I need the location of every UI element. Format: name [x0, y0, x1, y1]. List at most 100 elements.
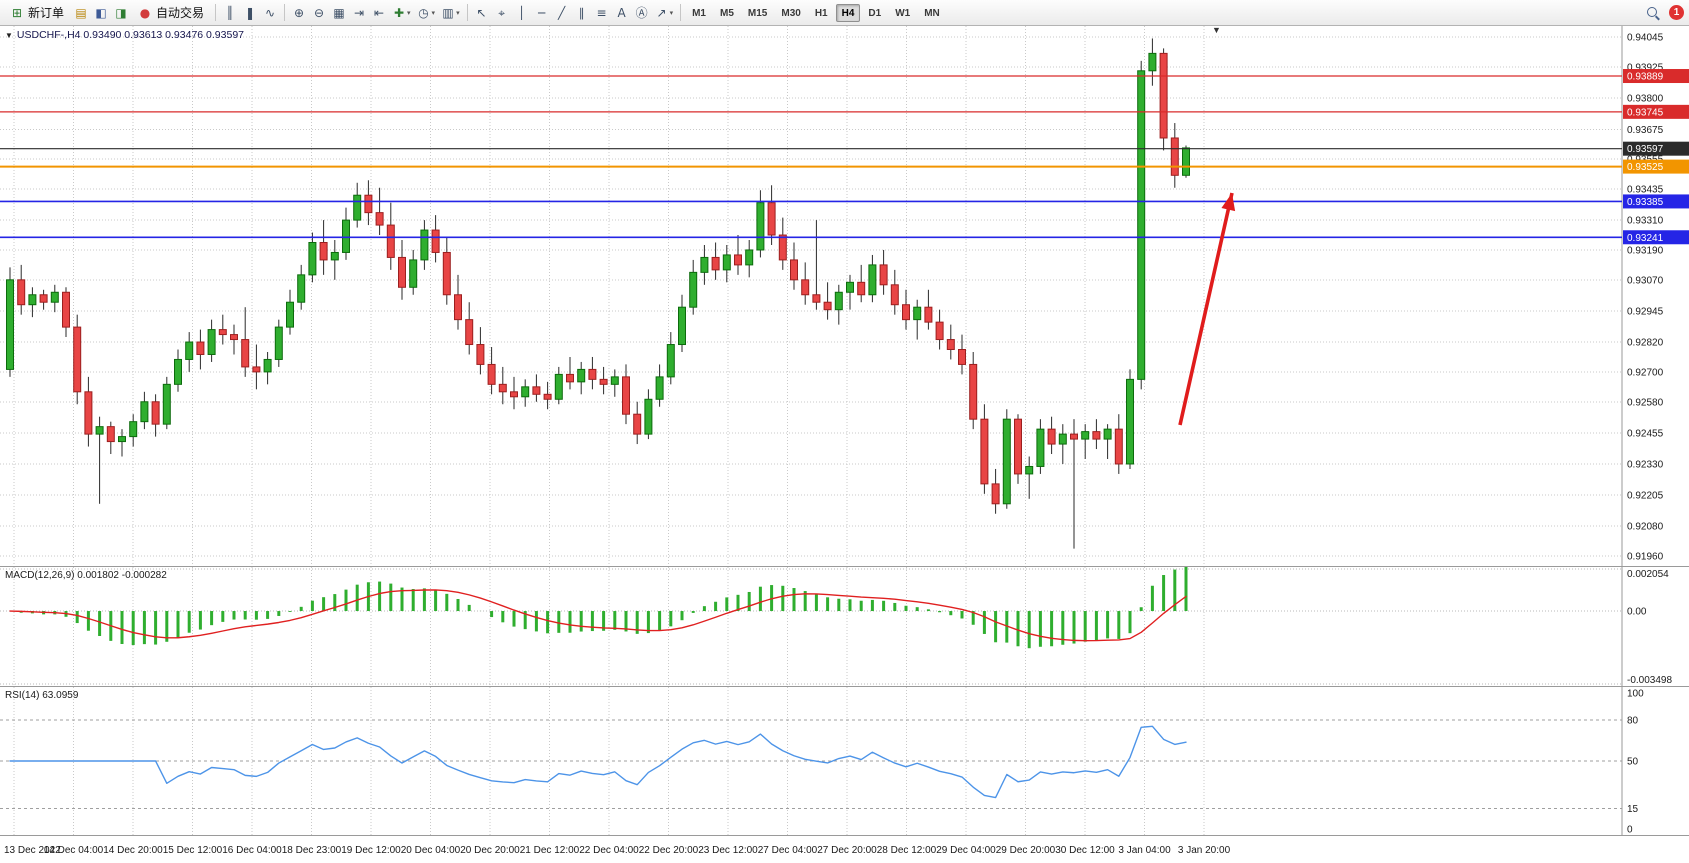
tile-windows-icon[interactable]: ▦ — [329, 3, 349, 23]
period-icon[interactable]: ◷ ▾ — [414, 3, 439, 23]
period-icon: ◷ — [418, 5, 429, 20]
horizontal-line-icon[interactable]: ─ — [532, 3, 552, 23]
svg-text:21 Dec 12:00: 21 Dec 12:00 — [520, 845, 580, 856]
autotrading-button-label: 自动交易 — [156, 6, 205, 20]
bar-chart-icon: ║ — [226, 5, 234, 20]
price-badge: 0.93597 — [1623, 141, 1689, 156]
new-chart-icon: ✚ — [394, 5, 405, 20]
market-watch-icon[interactable]: ▤ — [71, 3, 91, 23]
svg-text:0.92455: 0.92455 — [1627, 428, 1664, 439]
price-badge: 0.93889 — [1623, 69, 1689, 84]
price-chart-panel[interactable]: 0.940450.939250.938000.936750.935550.934… — [0, 26, 1689, 567]
svg-text:20 Dec 20:00: 20 Dec 20:00 — [460, 845, 520, 856]
svg-text:0.92820: 0.92820 — [1627, 338, 1664, 349]
auto-scroll-icon[interactable]: ⇥ — [349, 3, 369, 23]
macd-panel[interactable]: 0.002054 0.00 -0.003498 MACD(12,26,9) 0.00… — [0, 567, 1689, 687]
terminal-icon[interactable]: ◨ — [111, 3, 131, 23]
text-icon: A — [617, 5, 626, 20]
svg-text:0.00: 0.00 — [1627, 607, 1647, 618]
macd-histogram — [19, 567, 1188, 649]
svg-text:20 Dec 04:00: 20 Dec 04:00 — [401, 845, 461, 856]
timeframe-h1[interactable]: H1 — [814, 7, 828, 19]
timeframe-mn[interactable]: MN — [924, 7, 940, 19]
price-badge: 0.93745 — [1623, 104, 1689, 119]
svg-text:29 Dec 20:00: 29 Dec 20:00 — [996, 845, 1056, 856]
new-order-button[interactable]: ⊞ 新订单 — [3, 3, 71, 23]
svg-text:0.92330: 0.92330 — [1627, 459, 1664, 470]
svg-text:0.93800: 0.93800 — [1627, 94, 1664, 105]
equidistant-channel-icon[interactable]: ∥ — [572, 3, 592, 23]
timeframe-w1[interactable]: W1 — [895, 7, 911, 19]
arrows-icon[interactable]: ↗ ▾ — [652, 3, 677, 23]
zoom-in-icon: ⊕ — [294, 5, 305, 20]
market-watch-icon: ▤ — [75, 5, 87, 20]
timeframe-m5[interactable]: M5 — [720, 7, 734, 19]
equidistant-channel-icon: ∥ — [578, 5, 585, 20]
zoom-in-icon[interactable]: ⊕ — [289, 3, 309, 23]
vertical-gridlines — [13, 26, 1205, 566]
toolbar-buttons: ⊞ 新订单 ▤ ◧ ◨ ● 自动交易 ║ ❚ ∿ ⊕ ⊖ ▦ ⇥ ⇤ ✚ ▾ ◷ ▾ ▥ ▾ ↖ ⌖ │ ─ ╱ ∥ ≡ A Ⓐ ↗ ▾ M1 M… — [3, 3, 1643, 23]
svg-text:0.93190: 0.93190 — [1627, 245, 1664, 256]
dropdown-caret-icon: ▾ — [431, 9, 436, 17]
fibonacci-icon[interactable]: ≡ — [592, 3, 612, 23]
toolbar-separator — [215, 4, 217, 21]
zoom-out-icon: ⊖ — [314, 5, 325, 20]
crosshair-icon[interactable]: ⌖ — [492, 3, 512, 23]
macd-signal-line — [9, 589, 1187, 642]
terminal-icon: ◨ — [115, 5, 127, 20]
svg-text:0.93745: 0.93745 — [1627, 107, 1664, 118]
svg-text:0.93241: 0.93241 — [1627, 233, 1664, 244]
templates-icon: ▥ — [442, 5, 454, 20]
autotrading-button[interactable]: ● 自动交易 — [131, 3, 211, 23]
chart-shift-icon: ⇤ — [374, 5, 385, 20]
text-label-icon: Ⓐ — [635, 5, 648, 20]
trendline-icon[interactable]: ╱ — [552, 3, 572, 23]
chart-shift-marker[interactable]: ▼ — [1212, 25, 1221, 35]
toolbar-right: 1 — [1643, 3, 1686, 23]
trend-arrow-annotation[interactable] — [1178, 192, 1236, 426]
svg-text:0.93385: 0.93385 — [1627, 197, 1664, 208]
collapse-triangle-icon[interactable]: ▼ — [5, 30, 13, 40]
templates-icon[interactable]: ▥ ▾ — [438, 3, 463, 23]
svg-text:50: 50 — [1627, 757, 1639, 768]
toolbar: ⊞ 新订单 ▤ ◧ ◨ ● 自动交易 ║ ❚ ∿ ⊕ ⊖ ▦ ⇥ ⇤ ✚ ▾ ◷ ▾ ▥ ▾ ↖ ⌖ │ ─ ╱ ∥ ≡ A Ⓐ ↗ ▾ M1 M… — [0, 0, 1689, 26]
notification-badge[interactable]: 1 — [1669, 5, 1684, 20]
svg-text:14 Dec 04:00: 14 Dec 04:00 — [44, 845, 104, 856]
vertical-gridlines — [13, 687, 1205, 835]
cursor-icon[interactable]: ↖ — [472, 3, 492, 23]
chart-title: ▼ USDCHF-,H4 0.93490 0.93613 0.93476 0.9… — [5, 29, 244, 41]
navigator-icon[interactable]: ◧ — [91, 3, 111, 23]
auto-scroll-icon: ⇥ — [354, 5, 365, 20]
dropdown-caret-icon: ▾ — [669, 9, 674, 17]
svg-text:0.92580: 0.92580 — [1627, 397, 1664, 408]
rsi-panel[interactable]: 100 80 50 15 0 RSI(14) 63.0959 — [0, 687, 1689, 836]
search-icon[interactable] — [1643, 3, 1663, 23]
svg-text:27 Dec 20:00: 27 Dec 20:00 — [817, 845, 877, 856]
chart-shift-icon[interactable]: ⇤ — [369, 3, 389, 23]
zoom-out-icon[interactable]: ⊖ — [309, 3, 329, 23]
bar-chart-icon[interactable]: ║ — [220, 3, 240, 23]
toolbar-separator — [680, 4, 682, 21]
timeframe-h4[interactable]: H4 — [835, 3, 861, 22]
timeframe-d1[interactable]: D1 — [868, 7, 882, 19]
fibonacci-icon: ≡ — [596, 5, 607, 20]
candlestick-chart-icon[interactable]: ❚ — [240, 3, 260, 23]
navigator-icon: ◧ — [95, 5, 107, 20]
vertical-line-icon[interactable]: │ — [512, 3, 532, 23]
new-order-icon: ⊞ — [11, 5, 23, 20]
timeframe-m30[interactable]: M30 — [781, 7, 801, 19]
line-chart-icon[interactable]: ∿ — [260, 3, 280, 23]
svg-text:0.91960: 0.91960 — [1627, 552, 1664, 563]
new-chart-icon[interactable]: ✚ ▾ — [389, 3, 414, 23]
text-icon[interactable]: A — [612, 3, 632, 23]
text-label-icon[interactable]: Ⓐ — [632, 3, 652, 23]
svg-text:0.93889: 0.93889 — [1627, 72, 1664, 83]
time-axis[interactable]: 13 Dec 2022 14 Dec 04:00 14 Dec 20:00 15 De… — [0, 836, 1689, 863]
svg-text:0.92945: 0.92945 — [1627, 306, 1664, 317]
rsi-label: RSI(14) 63.0959 — [5, 690, 79, 701]
crosshair-icon: ⌖ — [498, 5, 505, 20]
price-axis-labels: 0.940450.939250.938000.936750.935550.934… — [1627, 33, 1664, 563]
timeframe-m1[interactable]: M1 — [692, 7, 706, 19]
timeframe-m15[interactable]: M15 — [747, 7, 768, 19]
